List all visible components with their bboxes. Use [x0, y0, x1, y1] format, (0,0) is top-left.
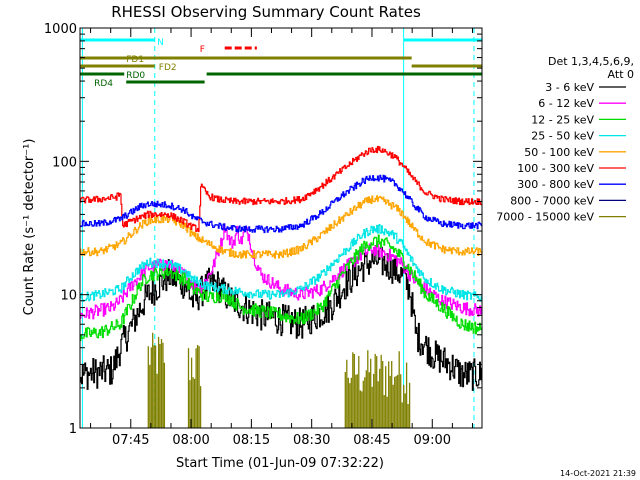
y-tick-label-100: 100: [52, 155, 77, 170]
y-tick-label-1000: 1000: [44, 22, 77, 37]
series-line-25-50-kev: [80, 224, 482, 302]
flag-label-f: F: [200, 45, 205, 55]
x-tick-label-0830: 08:30: [293, 433, 330, 448]
flag-label-fd2: FD2: [159, 63, 177, 73]
flag-label-rd4: RD4: [94, 79, 113, 89]
legend-label-9: 7000 - 15000 keV: [496, 211, 594, 224]
series-line-50-100-kev: [80, 195, 482, 259]
burst-7000-15000-kev-2: [187, 345, 202, 428]
legend-label-2: 6 - 12 keV: [538, 97, 594, 110]
legend-label-8: 800 - 7000 keV: [510, 194, 594, 207]
series-line-300-800-kev: [80, 174, 482, 234]
x-tick-label-0800: 08:00: [172, 433, 209, 448]
plot-area: N F FD1 FD2 RD0 RD4: [80, 28, 482, 428]
series-line-100-300-kev: [80, 145, 482, 233]
x-tick-label-0900: 09:00: [414, 433, 451, 448]
flag-label-rd0: RD0: [126, 71, 145, 81]
legend: Det 1,3,4,5,6,9,Att 0 3 - 6 keV 6 - 12 keV…: [496, 55, 634, 224]
flag-label-n: N: [157, 38, 164, 48]
x-tick-label-0745: 07:45: [112, 433, 149, 448]
x-axis-label: Start Time (01-Jun-09 07:32:22): [176, 456, 384, 471]
y-tick-label-1: 1: [69, 422, 77, 437]
burst-7000-15000-kev-3: [344, 350, 411, 428]
series-line-3-6-kev: [80, 245, 482, 391]
axes: 1 10 100 1000 07:45 08:00 08:15 08:30 08:45 09:00: [44, 22, 483, 448]
chart-title: RHESSI Observing Summary Count Rates: [111, 3, 421, 21]
plot-frame: [79, 27, 483, 429]
flag-label-fd1: FD1: [126, 55, 144, 65]
legend-header-2: Att 0: [608, 68, 634, 81]
legend-header-1: Det 1,3,4,5,6,9,: [548, 55, 634, 68]
burst-7000-15000-kev-1: [147, 332, 166, 428]
y-tick-label-10: 10: [60, 289, 77, 304]
timestamp-label: 14-Oct-2021 21:39: [560, 469, 636, 478]
x-tick-label-0845: 08:45: [353, 433, 390, 448]
legend-label-7: 300 - 800 keV: [517, 178, 594, 191]
legend-label-6: 100 - 300 keV: [517, 162, 594, 175]
legend-label-3: 12 - 25 keV: [531, 113, 594, 126]
x-tick-label-0815: 08:15: [233, 433, 270, 448]
legend-label-1: 3 - 6 keV: [545, 81, 594, 94]
legend-label-4: 25 - 50 keV: [531, 130, 594, 143]
series-line-12-25-kev: [80, 234, 482, 342]
legend-label-5: 50 - 100 keV: [524, 146, 594, 159]
y-axis-label: Count Rate (s⁻¹ detector⁻¹): [22, 139, 37, 316]
